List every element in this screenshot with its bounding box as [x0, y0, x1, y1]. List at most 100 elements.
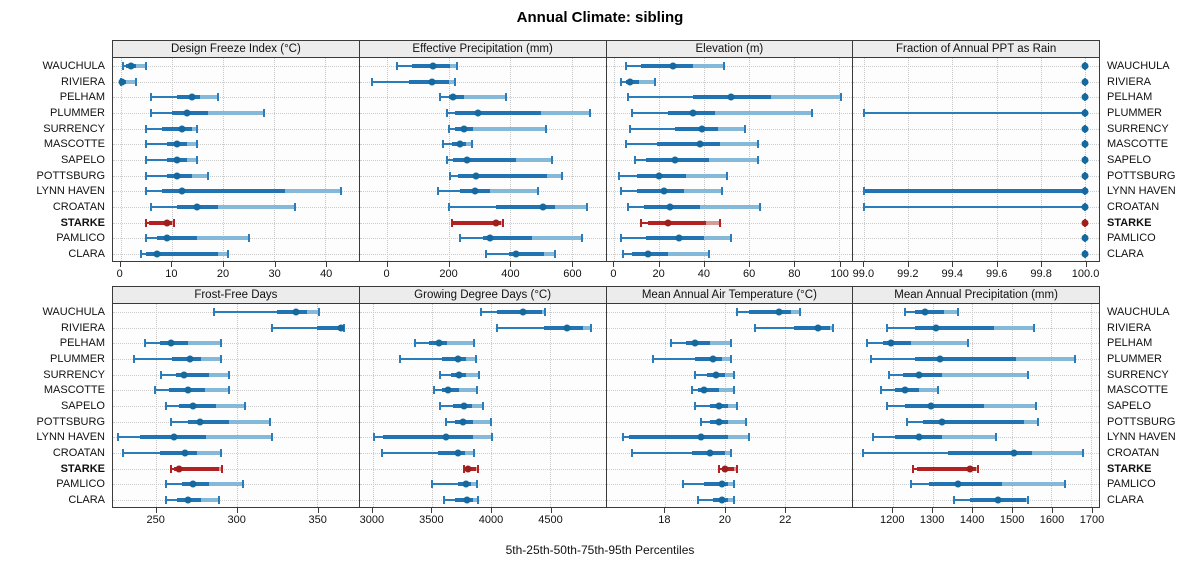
whisker-cap	[476, 496, 479, 505]
axis-tick-label: 1600	[1039, 514, 1065, 526]
axis-tick-label: 3500	[419, 514, 444, 526]
median-dot	[178, 125, 186, 133]
whisker-cap	[293, 203, 296, 212]
panel: Fraction of Annual PPT as Rain 99.0 99.2 99…	[852, 40, 1100, 284]
whisker-cap	[213, 307, 216, 316]
whisker-cap	[219, 354, 222, 363]
axis-tick	[703, 262, 705, 267]
gridline-horizontal	[359, 343, 606, 345]
whisker-cap	[1082, 449, 1085, 458]
band-25-75	[656, 142, 720, 147]
median-dot	[512, 250, 520, 258]
median-dot	[1081, 172, 1089, 180]
whisker-cap	[626, 93, 629, 102]
axis-tick-label: 20	[718, 514, 731, 526]
median-dot	[471, 187, 479, 195]
whisker-cap	[707, 250, 710, 259]
band-25-75	[928, 482, 1002, 487]
gridline-horizontal	[359, 390, 606, 392]
band-25-75	[176, 95, 201, 100]
axis-tick	[1092, 508, 1093, 513]
median-dot	[463, 496, 471, 504]
whisker-cap	[153, 386, 156, 395]
panel-header: Fraction of Annual PPT as Rain	[852, 40, 1100, 58]
station-label: CLARA	[1107, 248, 1144, 261]
axis-tick	[222, 262, 224, 267]
whisker-cap	[165, 402, 167, 410]
band-75-95	[724, 372, 734, 377]
median-dot	[178, 187, 186, 195]
axis-tick	[1012, 508, 1014, 513]
whisker-cap	[1026, 496, 1029, 505]
band-75-95	[464, 95, 506, 100]
gridline-horizontal	[853, 238, 1099, 240]
median-dot	[664, 219, 672, 227]
median-dot	[456, 140, 464, 148]
axis-tick	[171, 262, 173, 267]
gridline-horizontal	[113, 128, 359, 130]
axis-tick-label: 600	[563, 268, 582, 280]
whisker-cap	[621, 433, 624, 442]
axis-tick	[326, 262, 328, 267]
panel-header: Frost-Free Days	[112, 286, 360, 304]
axis-tick-label: 200	[439, 268, 458, 280]
panel-plot	[358, 304, 607, 508]
whisker-cap	[145, 218, 148, 227]
whisker-cap	[495, 323, 498, 332]
station-label: SURRENCY	[1107, 368, 1169, 381]
band-75-95	[554, 205, 588, 210]
median-dot	[915, 433, 923, 441]
axis-tick	[724, 508, 726, 513]
band-25-75	[648, 220, 707, 225]
band-75-95	[197, 236, 249, 241]
median-dot	[644, 250, 652, 258]
band-25-75	[175, 372, 210, 377]
station-label: LYNN HAVEN	[1107, 431, 1176, 444]
median-dot	[691, 339, 699, 347]
gridline-vertical	[838, 58, 840, 261]
median-dot	[1010, 449, 1018, 457]
whisker-cap	[1036, 417, 1039, 426]
band-75-95	[196, 451, 221, 456]
whisker-cap	[747, 433, 750, 442]
band-75-95	[708, 158, 758, 162]
median-dot	[186, 355, 194, 363]
median-dot	[696, 140, 704, 148]
station-label: PAMLICO	[56, 478, 105, 491]
whisker-cap	[480, 307, 483, 316]
whisker-cap	[550, 156, 553, 164]
gridline-horizontal	[606, 81, 853, 83]
band-75-95	[125, 79, 137, 84]
axis-tick-label: 99.2	[897, 268, 919, 280]
axis-tick-label: 1700	[1079, 514, 1105, 526]
panel-plot	[358, 58, 607, 262]
axis-tick-label: 0	[383, 268, 390, 280]
gridline-vertical	[490, 304, 492, 507]
band-25-75	[496, 309, 542, 314]
axis-tick-label: 1200	[879, 514, 905, 526]
band-75-95	[458, 388, 477, 393]
whisker-cap	[242, 480, 245, 489]
gridline-horizontal	[113, 358, 359, 360]
panel-header: Elevation (m)	[605, 40, 854, 58]
axis-tick-label: 1500	[999, 514, 1025, 526]
band-75-95	[187, 158, 198, 162]
whisker-cap	[449, 171, 452, 180]
whisker-cap	[937, 386, 940, 395]
axis-tick	[317, 508, 319, 513]
axis-tick	[907, 262, 909, 267]
station-label: WAUCHULA	[1107, 305, 1170, 318]
band-75-95	[209, 482, 244, 487]
gridline-horizontal	[853, 144, 1099, 146]
station-label: PELHAM	[1107, 337, 1153, 350]
gridline-vertical	[908, 58, 910, 261]
panel: Effective Precipitation (mm) 0 200 400 600	[358, 40, 607, 284]
band-75-95	[188, 341, 221, 346]
whisker-cap	[626, 203, 629, 212]
axis-tick-label: 20	[216, 268, 230, 280]
whisker-cap	[145, 171, 148, 180]
band-75-95	[704, 236, 732, 241]
band-75-95	[733, 466, 737, 471]
gridline-horizontal	[359, 65, 606, 67]
whisker-cap	[442, 496, 445, 505]
